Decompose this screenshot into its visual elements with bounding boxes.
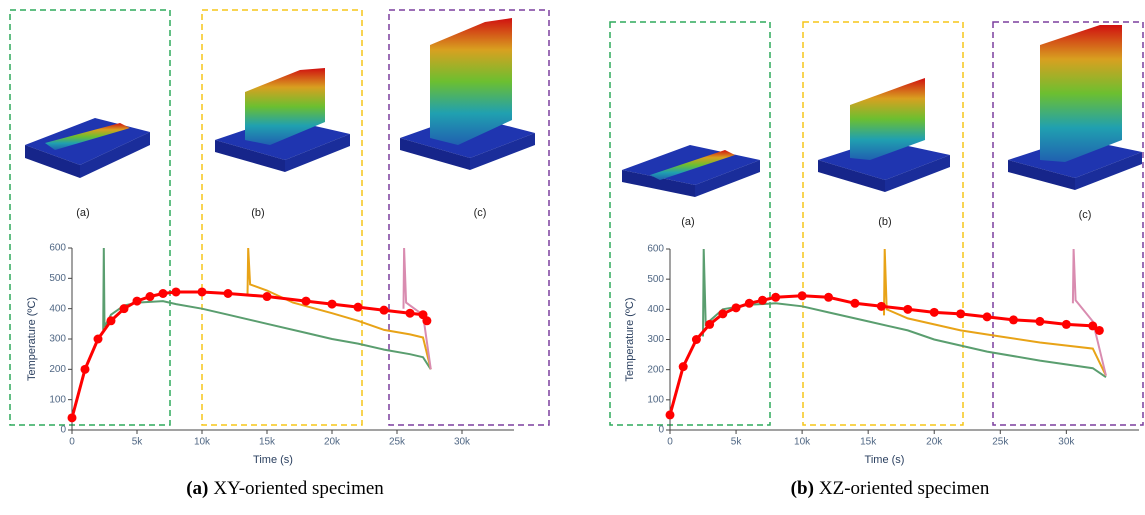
- point: [81, 365, 90, 374]
- caption: (b)XZ-oriented specimen: [791, 478, 990, 499]
- point: [666, 410, 675, 419]
- y-tick-label: 500: [49, 273, 66, 284]
- point: [198, 287, 207, 296]
- x-tick-label: 10k: [194, 437, 211, 448]
- point: [224, 289, 233, 298]
- point: [705, 320, 714, 329]
- y-tick-label: 300: [49, 334, 66, 345]
- panel-label: (a): [76, 207, 89, 219]
- point: [68, 413, 77, 422]
- y-tick-label: 500: [647, 274, 664, 285]
- point: [120, 304, 129, 313]
- x-axis-label: Time (s): [865, 454, 905, 466]
- y-tick-label: 300: [647, 334, 664, 345]
- x-tick-label: 25k: [992, 437, 1009, 448]
- point: [406, 309, 415, 318]
- point: [732, 303, 741, 312]
- y-axis-label: Temperature (ºC): [26, 297, 38, 381]
- x-axis-label: Time (s): [253, 454, 293, 466]
- caption-label: (b): [791, 478, 814, 499]
- point: [771, 293, 780, 302]
- point: [718, 309, 727, 318]
- point: [133, 297, 142, 306]
- point: [107, 316, 116, 325]
- series-line: [1073, 249, 1106, 376]
- y-tick-label: 100: [49, 394, 66, 405]
- x-tick-label: 25k: [389, 437, 406, 448]
- point: [903, 305, 912, 314]
- point: [692, 335, 701, 344]
- point: [798, 291, 807, 300]
- x-tick-label: 0: [667, 437, 673, 448]
- point: [1035, 317, 1044, 326]
- point: [302, 297, 311, 306]
- panel-label: (c): [1079, 209, 1092, 221]
- render: [622, 145, 760, 197]
- y-tick-label: 200: [647, 364, 664, 375]
- render: [215, 68, 350, 172]
- y-tick-label: 400: [49, 303, 66, 314]
- point: [328, 300, 337, 309]
- x-tick-label: 15k: [259, 437, 276, 448]
- point: [758, 296, 767, 305]
- y-tick-label: 100: [647, 394, 664, 405]
- y-tick-label: 0: [658, 425, 664, 436]
- x-tick-label: 5k: [731, 437, 743, 448]
- point: [1009, 315, 1018, 324]
- point: [422, 316, 431, 325]
- point: [159, 289, 168, 298]
- point: [146, 292, 155, 301]
- point: [1095, 326, 1104, 335]
- render: [818, 78, 950, 192]
- dashed-boxes: [10, 10, 1143, 425]
- x-tick-label: 30k: [1058, 437, 1075, 448]
- x-tick-label: 0: [69, 437, 75, 448]
- point: [380, 306, 389, 315]
- panel-label: (b): [251, 207, 264, 219]
- render: [25, 118, 150, 178]
- y-tick-label: 600: [49, 243, 66, 254]
- point: [850, 299, 859, 308]
- panel-label: (a): [681, 216, 694, 228]
- x-tick-label: 20k: [926, 437, 943, 448]
- point: [1062, 320, 1071, 329]
- y-tick-label: 0: [60, 425, 66, 436]
- point: [956, 309, 965, 318]
- y-tick-label: 600: [647, 244, 664, 255]
- point: [94, 335, 103, 344]
- point: [930, 308, 939, 317]
- figure: (a) (b) (c) 0 100 200 300 400 500 600 0 5k 10k 15k 20k…: [0, 0, 1145, 510]
- render: [1008, 25, 1142, 190]
- point: [824, 293, 833, 302]
- x-tick-label: 15k: [860, 437, 877, 448]
- box: [202, 10, 362, 425]
- x-tick-label: 5k: [132, 437, 144, 448]
- point: [679, 362, 688, 371]
- series-line: [703, 249, 1106, 377]
- point: [354, 303, 363, 312]
- y-axis-label: Temperature (ºC): [624, 297, 636, 381]
- x-tick-label: 10k: [794, 437, 811, 448]
- caption-text: XY-oriented specimen: [213, 478, 384, 499]
- point: [263, 292, 272, 301]
- point: [745, 299, 754, 308]
- caption-label: (a): [186, 478, 208, 499]
- y-tick-label: 400: [647, 304, 664, 315]
- point: [877, 302, 886, 311]
- panel-label: (b): [878, 216, 891, 228]
- panel-label: (c): [474, 207, 487, 219]
- x-tick-label: 20k: [324, 437, 341, 448]
- x-tick-label: 30k: [454, 437, 471, 448]
- render: [400, 18, 535, 170]
- point: [172, 287, 181, 296]
- caption-text: XZ-oriented specimen: [819, 478, 990, 499]
- caption: (a)XY-oriented specimen: [186, 478, 384, 499]
- renderings: [25, 18, 1142, 197]
- point: [983, 312, 992, 321]
- y-tick-label: 200: [49, 364, 66, 375]
